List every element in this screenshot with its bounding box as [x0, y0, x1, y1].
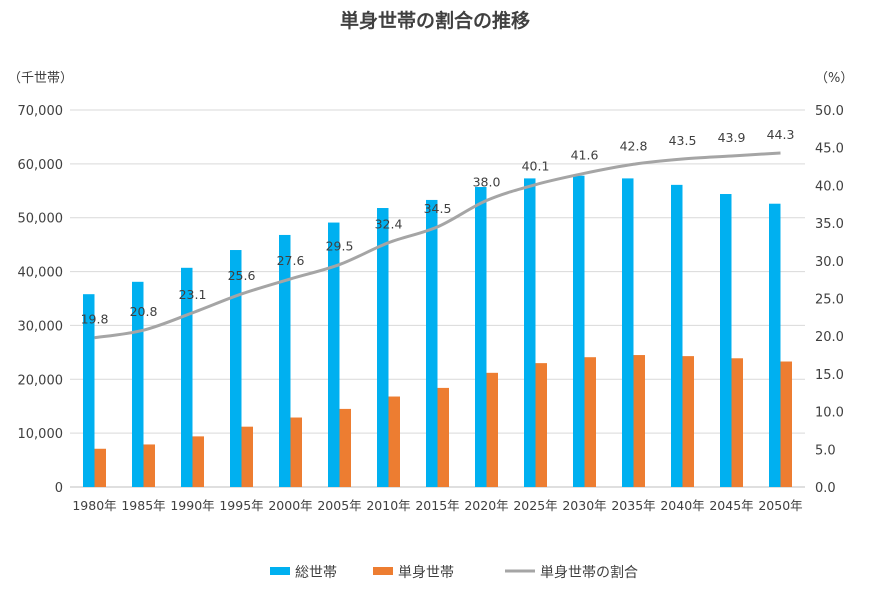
left-tick-label: 0 [55, 481, 63, 496]
right-tick-label: 30.0 [815, 255, 844, 270]
left-tick-label: 60,000 [18, 158, 64, 173]
data-label: 29.5 [326, 239, 354, 254]
bar-total-households [769, 203, 781, 487]
data-label: 44.3 [767, 127, 795, 142]
left-axis-unit: （千世帯） [8, 71, 73, 86]
data-label: 40.1 [522, 159, 550, 174]
right-tick-label: 5.0 [815, 443, 836, 458]
bar-total-households [720, 194, 732, 487]
bar-single-households [584, 357, 596, 487]
bar-total-households [181, 267, 193, 487]
bar-total-households [230, 250, 242, 487]
legend-swatch [373, 567, 393, 575]
left-tick-label: 10,000 [18, 427, 64, 442]
bar-total-households [83, 294, 95, 487]
right-tick-label: 15.0 [815, 368, 844, 383]
legend-label: 単身世帯 [398, 565, 454, 581]
left-tick-label: 50,000 [18, 212, 64, 227]
legend-label: 単身世帯の割合 [540, 564, 638, 581]
data-label: 25.6 [228, 268, 256, 283]
right-axis-unit: （%） [815, 71, 853, 86]
x-tick-label: 2000年 [268, 498, 312, 513]
data-label: 43.9 [718, 130, 746, 145]
left-tick-label: 30,000 [18, 319, 64, 334]
chart-title: 単身世帯の割合の推移 [340, 9, 530, 32]
bar-total-households [475, 187, 487, 487]
x-tick-label: 2035年 [611, 498, 655, 513]
x-tick-label: 2020年 [464, 498, 508, 513]
data-label: 20.8 [130, 304, 158, 319]
bar-total-households [524, 178, 536, 488]
data-label: 32.4 [375, 217, 403, 232]
data-label: 41.6 [571, 147, 599, 162]
x-tick-label: 1985年 [121, 498, 165, 513]
bar-single-households [388, 396, 400, 487]
right-tick-label: 35.0 [815, 217, 844, 232]
right-tick-label: 45.0 [815, 142, 844, 157]
right-tick-label: 25.0 [815, 293, 844, 308]
right-tick-label: 50.0 [815, 104, 844, 119]
bar-single-households [486, 372, 498, 487]
legend-label: 総世帯 [295, 565, 337, 581]
x-tick-label: 2005年 [317, 498, 361, 513]
data-label: 38.0 [473, 174, 501, 189]
bar-total-households [426, 199, 438, 488]
data-label: 43.5 [669, 133, 697, 148]
bar-total-households [279, 234, 291, 487]
data-label: 34.5 [424, 201, 452, 216]
bar-single-households [780, 361, 792, 487]
bar-single-households [682, 356, 694, 487]
x-tick-label: 2040年 [660, 498, 704, 513]
bar-total-households [328, 222, 340, 487]
bar-single-households [339, 408, 351, 487]
bar-single-households [143, 444, 155, 487]
bar-total-households [573, 175, 585, 487]
x-tick-label: 2045年 [709, 498, 753, 513]
bar-total-households [622, 178, 634, 488]
left-tick-label: 70,000 [18, 104, 64, 119]
x-tick-label: 2015年 [415, 498, 459, 513]
bar-single-households [290, 417, 302, 487]
bar-single-households [94, 448, 106, 487]
bar-total-households [377, 208, 389, 487]
data-label: 19.8 [81, 312, 109, 327]
right-tick-label: 0.0 [815, 481, 836, 496]
bar-total-households [671, 184, 683, 487]
left-tick-label: 20,000 [18, 373, 64, 388]
bar-single-households [535, 363, 547, 487]
x-tick-label: 2025年 [513, 498, 557, 513]
bar-single-households [731, 358, 743, 487]
x-tick-label: 1980年 [72, 498, 116, 513]
x-tick-label: 2030年 [562, 498, 606, 513]
legend-swatch [270, 567, 290, 575]
bar-total-households [132, 281, 144, 487]
x-tick-label: 1990年 [170, 498, 214, 513]
right-tick-label: 40.0 [815, 179, 844, 194]
data-label: 27.6 [277, 253, 305, 268]
bar-single-households [437, 387, 449, 487]
bar-single-households [241, 426, 253, 487]
bar-single-households [192, 436, 204, 487]
legend: 総世帯 単身世帯 単身世帯の割合 [270, 564, 638, 581]
line-single-ratio [94, 151, 781, 340]
right-tick-label: 20.0 [815, 330, 844, 345]
x-tick-label: 2010年 [366, 498, 410, 513]
left-tick-label: 40,000 [18, 266, 64, 281]
data-label: 42.8 [620, 138, 648, 153]
bar-single-households [633, 355, 645, 487]
right-tick-label: 10.0 [815, 406, 844, 421]
x-tick-label: 2050年 [758, 498, 802, 513]
x-tick-label: 1995年 [219, 498, 263, 513]
data-label: 23.1 [179, 287, 207, 302]
